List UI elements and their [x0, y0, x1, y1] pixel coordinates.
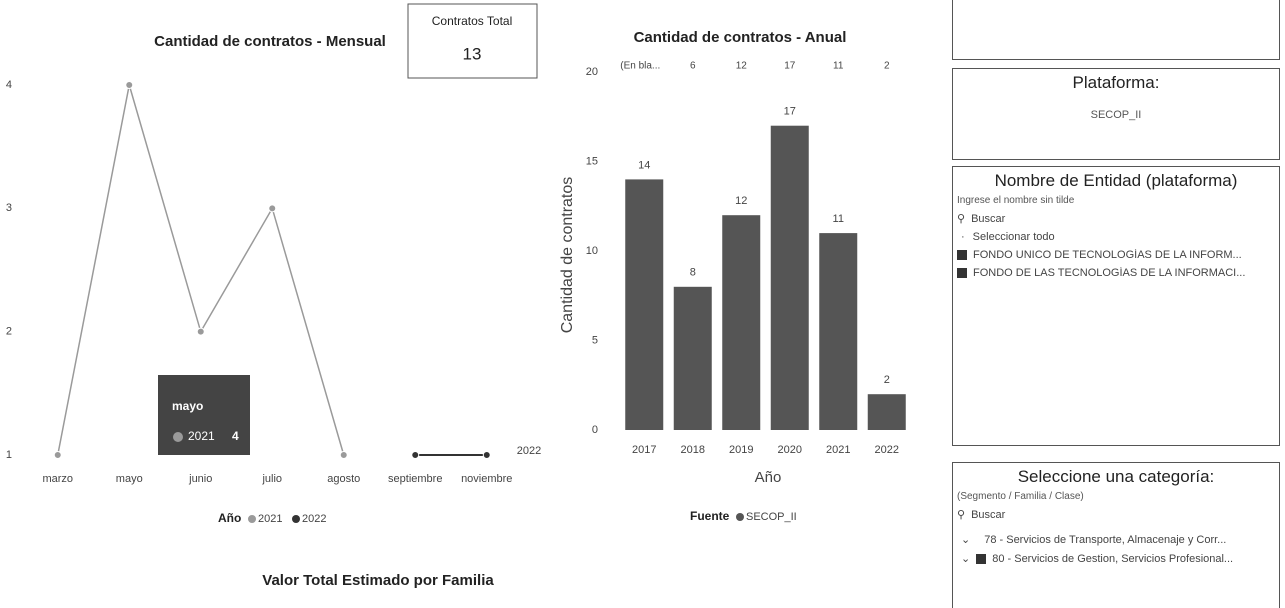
- data-label: 12: [735, 195, 747, 207]
- tooltip-year: 2021: [188, 429, 215, 443]
- point: [53, 451, 62, 459]
- point: [411, 451, 420, 459]
- category-title: Seleccione una categoría:: [1017, 467, 1215, 486]
- data-label: 8: [690, 267, 696, 279]
- tooltip: [158, 375, 250, 455]
- x-tick-label: julio: [261, 473, 282, 485]
- monthly-title: Cantidad de contratos - Mensual: [154, 33, 386, 50]
- card-title: Contratos Total: [432, 14, 513, 28]
- tooltip-month: mayo: [172, 399, 203, 413]
- legend-swatch: [248, 515, 256, 523]
- entity-search[interactable]: ⚲ Buscar: [957, 213, 1006, 225]
- legend-title: Fuente: [690, 509, 730, 523]
- category-item[interactable]: ⌄ 80 - Servicios de Gestion, Servicios Pr…: [961, 553, 1234, 565]
- x-tick-label: septiembre: [388, 473, 442, 485]
- x-axis-label: Año: [755, 469, 782, 486]
- entity-item[interactable]: FONDO UNICO DE TECNOLOGÍAS DE LA INFORM.…: [957, 249, 1275, 261]
- x-tick-label: 2021: [826, 444, 850, 456]
- point: [268, 204, 277, 213]
- tooltip-value: 4: [232, 429, 239, 443]
- top-row-label: 2: [884, 61, 890, 72]
- x-tick-label: 2018: [681, 444, 705, 456]
- y-tick-label: 3: [6, 202, 12, 214]
- category-item-label: 80 - Servicios de Gestion, Servicios Pro…: [992, 553, 1234, 565]
- bar: [673, 286, 712, 430]
- category-search[interactable]: ⚲ Buscar: [957, 509, 1006, 521]
- category-item-label: 78 - Servicios de Transporte, Almacenaje…: [984, 534, 1227, 546]
- top-row-label: (En bla...: [620, 61, 660, 72]
- y-tick-label: 5: [592, 334, 598, 346]
- point: [339, 451, 348, 459]
- x-tick-label: junio: [188, 473, 212, 485]
- platform-title: Plataforma:: [1072, 73, 1160, 92]
- x-tick-label: marzo: [42, 473, 73, 485]
- y-tick-label: 1: [6, 449, 12, 461]
- entity-item-label: FONDO DE LAS TECNOLOGÍAS DE LA INFORMACI…: [973, 267, 1246, 279]
- point: [482, 451, 491, 459]
- category-item[interactable]: ⌄ 78 - Servicios de Transporte, Almacenaj…: [961, 534, 1227, 546]
- y-tick-label: 15: [586, 155, 598, 167]
- category-hint: (Segmento / Familia / Clase): [957, 491, 1084, 502]
- legend-label: SECOP_II: [746, 511, 797, 523]
- card-value: 13: [463, 44, 482, 63]
- bar: [819, 233, 858, 430]
- legend-label: 2022: [302, 513, 326, 525]
- y-tick-label: 10: [586, 245, 598, 257]
- platform-value[interactable]: SECOP_II: [1090, 109, 1142, 121]
- top-row-label: 12: [736, 61, 748, 72]
- charts: Cantidad de contratos - Mensual Contrato…: [6, 3, 906, 589]
- bar: [625, 179, 664, 430]
- x-tick-label: noviembre: [461, 473, 512, 485]
- select-all-label: Seleccionar todo: [972, 231, 1055, 243]
- data-label: 2: [884, 374, 890, 386]
- search-label: Buscar: [971, 213, 1006, 225]
- y-tick-label: 0: [592, 424, 598, 436]
- y-tick-label: 4: [6, 79, 12, 91]
- legend-swatch: [736, 513, 744, 521]
- category-slicer: Seleccione una categoría: (Segmento / Fa…: [952, 462, 1280, 608]
- top-row-label: 17: [784, 61, 796, 72]
- top-row-label: 11: [833, 61, 844, 72]
- entity-item[interactable]: FONDO DE LAS TECNOLOGÍAS DE LA INFORMACI…: [957, 267, 1275, 279]
- y-tick-label: 20: [586, 66, 598, 78]
- point: [196, 327, 205, 336]
- entity-hint: Ingrese el nombre sin tilde: [957, 195, 1075, 206]
- annual-title: Cantidad de contratos - Anual: [634, 29, 847, 46]
- legend-label: 2021: [258, 513, 282, 525]
- x-tick-label: 2022: [875, 444, 899, 456]
- search-label: Buscar: [971, 509, 1006, 521]
- point: [125, 81, 134, 89]
- legend-swatch: [292, 515, 300, 523]
- entity-slicer: Nombre de Entidad (plataforma) Ingrese e…: [952, 166, 1280, 446]
- entity-item-label: FONDO UNICO DE TECNOLOGÍAS DE LA INFORM.…: [973, 249, 1242, 261]
- data-label: 14: [638, 159, 650, 171]
- x-tick-label: 2019: [729, 444, 753, 456]
- x-tick-label: mayo: [116, 473, 143, 485]
- x-tick-label: 2020: [778, 444, 802, 456]
- platform-slicer: Plataforma: SECOP_II: [952, 68, 1280, 160]
- tooltip-swatch: [173, 432, 183, 442]
- select-all[interactable]: · Seleccionar todo: [961, 231, 1055, 243]
- bar: [770, 125, 809, 430]
- data-label: 17: [784, 106, 796, 118]
- bar: [867, 394, 906, 430]
- data-label: 11: [833, 213, 844, 225]
- top-row-label: 6: [690, 61, 696, 72]
- card: [407, 3, 538, 79]
- empty-slicer: [952, 0, 1280, 60]
- bottom-title: Valor Total Estimado por Familia: [262, 572, 494, 589]
- y-tick-label: 2: [6, 326, 12, 338]
- end-label: 2022: [517, 445, 541, 457]
- entity-title: Nombre de Entidad (plataforma): [994, 171, 1238, 190]
- y-axis-label: Cantidad de contratos: [559, 177, 576, 334]
- x-tick-label: 2017: [632, 444, 656, 456]
- legend-title: Año: [218, 511, 241, 525]
- x-tick-label: agosto: [327, 473, 360, 485]
- bar: [722, 215, 761, 430]
